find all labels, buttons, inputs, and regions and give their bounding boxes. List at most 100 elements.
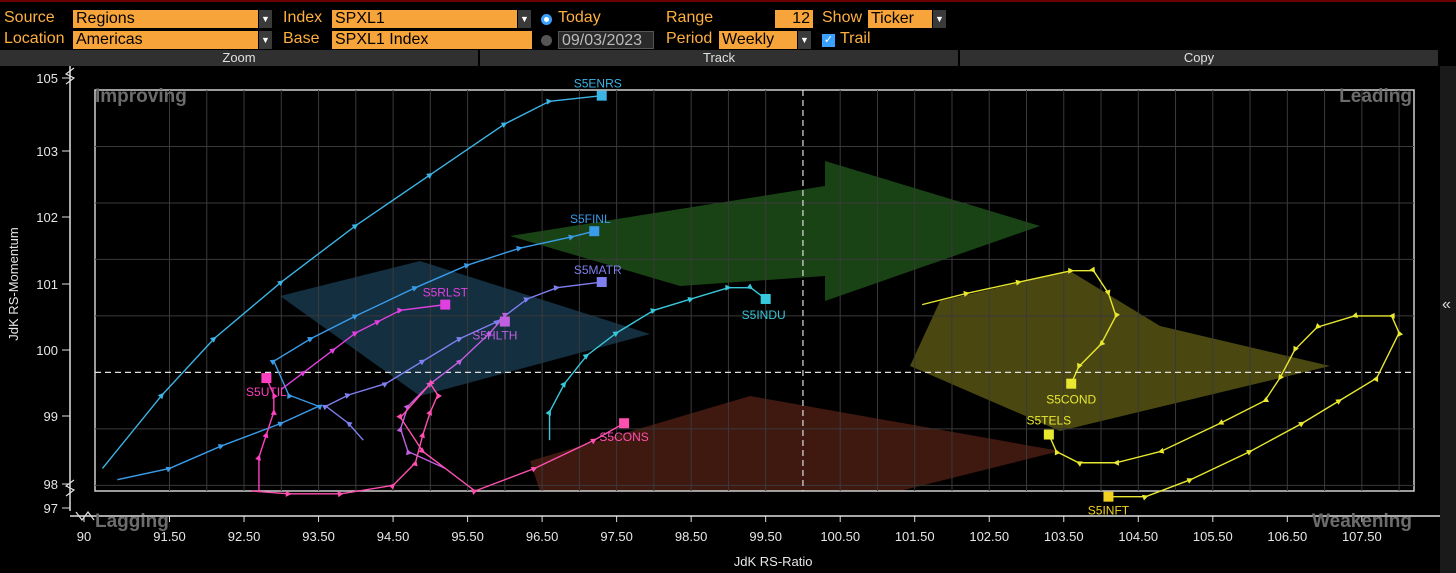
trail-point-s5matr [345,421,353,428]
trail-point-s5finl [411,286,419,292]
trail-point-s5cons [419,431,425,439]
trail-point-s5tels [1397,330,1404,337]
trail-point-s5cons [436,392,442,400]
base-label: Base [283,30,320,47]
trail-point-s5enrs [157,392,165,400]
series-label-s5enrs: S5ENRS [574,77,622,91]
trail-point-s5cons [388,483,396,490]
trail-point-s5hlth [501,312,508,319]
today-radio[interactable] [541,14,552,25]
show-dropdown-icon[interactable]: ▼ [933,10,946,28]
trail-point-s5tels [1278,373,1285,381]
trail-point-s5finl [307,337,314,343]
x-tick-label: 102.50 [969,529,1009,544]
show-field[interactable]: Ticker [868,10,932,28]
x-tick-label: 104.50 [1118,529,1158,544]
base-field[interactable]: SPXL1 Index [332,31,532,49]
period-field[interactable]: Weekly [719,31,797,49]
trail-point-s5rlst [397,307,404,314]
trail-point-s5tels [1293,345,1299,353]
x-axis-title: JdK RS-Ratio [734,554,813,569]
trail-point-s5cond [963,291,970,297]
index-field[interactable]: SPXL1 [332,10,517,28]
tab-copy[interactable]: Copy [960,50,1440,66]
leading-arrow-shape [510,161,1040,301]
index-dropdown-icon[interactable]: ▼ [518,10,531,28]
trail-point-s5cons [411,459,418,467]
head-marker-s5enrs [596,90,607,101]
toolbar: Source Regions ▼ Location Americas ▼ Ind… [0,0,1456,52]
source-label: Source [4,9,55,26]
x-tick-label: 96.50 [526,529,559,544]
trail-s5tels [1048,315,1400,498]
quadrant-label-bottom-left: Lagging [95,511,169,532]
trail-point-s5tels [1298,421,1305,428]
trail-s5indu [548,286,767,441]
range-label: Range [666,9,714,26]
period-dropdown-icon[interactable]: ▼ [798,31,811,49]
trail-label: Trail [840,30,871,47]
source-dropdown-icon[interactable]: ▼ [259,10,272,28]
location-dropdown-icon[interactable]: ▼ [259,31,272,49]
location-label: Location [4,30,65,47]
trail-point-s5finl [463,263,471,269]
trail-s5cond [921,270,1117,384]
improving-arrow-shape [280,261,650,396]
today-label: Today [558,9,601,26]
trail-point-s5finl [516,245,523,252]
trail-point-s5finl [217,444,225,450]
head-marker-s5tels [1043,429,1054,440]
trail-point-s5indu [687,296,695,303]
index-label: Index [283,9,323,26]
y-tick-label: 103 [36,144,58,159]
trail-checkbox[interactable]: ✓ [822,34,835,47]
rrg-chart[interactable]: 97 98 99 100 101 102 103 105 90 91.50 92.50 93.50 94… [0,66,1440,573]
x-tick-label: 101.50 [895,529,935,544]
trail-point-s5matr [381,382,389,388]
range-field[interactable]: 12 [775,10,813,28]
trail-point-s5tels [1388,312,1395,319]
plot-frame [94,89,1415,492]
trail-point-s5matr [553,285,560,292]
trail-point-s5tels [1075,461,1083,467]
trail-point-s5finl [315,404,323,411]
head-marker-s5cons [619,418,630,429]
x-tick-label: 105.50 [1193,529,1233,544]
trail-point-s5tels [1186,478,1194,484]
trail-point-s5finl [277,421,285,428]
trail-point-s5cons [590,438,597,445]
trail-point-s5indu [560,381,567,388]
trail-point-s5cond [1104,289,1111,297]
trail-point-s5finl [287,392,293,399]
tab-zoom[interactable]: Zoom [0,50,480,66]
trail-point-s5enrs [426,173,433,179]
trail-point-s5enrs [351,223,359,230]
trail-point-s5matr [321,404,329,411]
date-radio[interactable] [541,35,552,46]
y-tick-label: 98 [44,477,58,492]
date-field[interactable]: 09/03/2023 [558,31,654,49]
trail-point-s5tels [1112,459,1119,466]
side-panel-toggle[interactable]: « [1440,66,1456,573]
trail-point-s5finl [269,359,277,366]
x-tick-label: 95.50 [451,529,484,544]
trail-point-s5tels [1262,396,1269,402]
trail-point-s5indu [582,353,590,360]
y-axis-break-icon [64,479,76,497]
trail-point-s5tels [1217,419,1225,425]
trail-point-s5indu [545,409,551,416]
trail-point-s5rlst [299,370,307,377]
trail-point-s5rlst [374,320,381,326]
trail-point-s5util [255,454,261,461]
y-axis-break-icon [64,67,76,85]
source-field[interactable]: Regions [73,10,258,28]
y-tick-label: 99 [44,409,58,424]
quadrant-label-top-left: Improving [95,86,187,107]
trail-point-s5tels [1372,375,1379,383]
trail-s5finl [117,230,595,481]
trail-point-s5matr [493,319,500,326]
trail-point-s5util [272,392,278,399]
trail-point-s5matr [344,392,352,399]
location-field[interactable]: Americas [73,31,258,49]
tab-track[interactable]: Track [480,50,960,66]
